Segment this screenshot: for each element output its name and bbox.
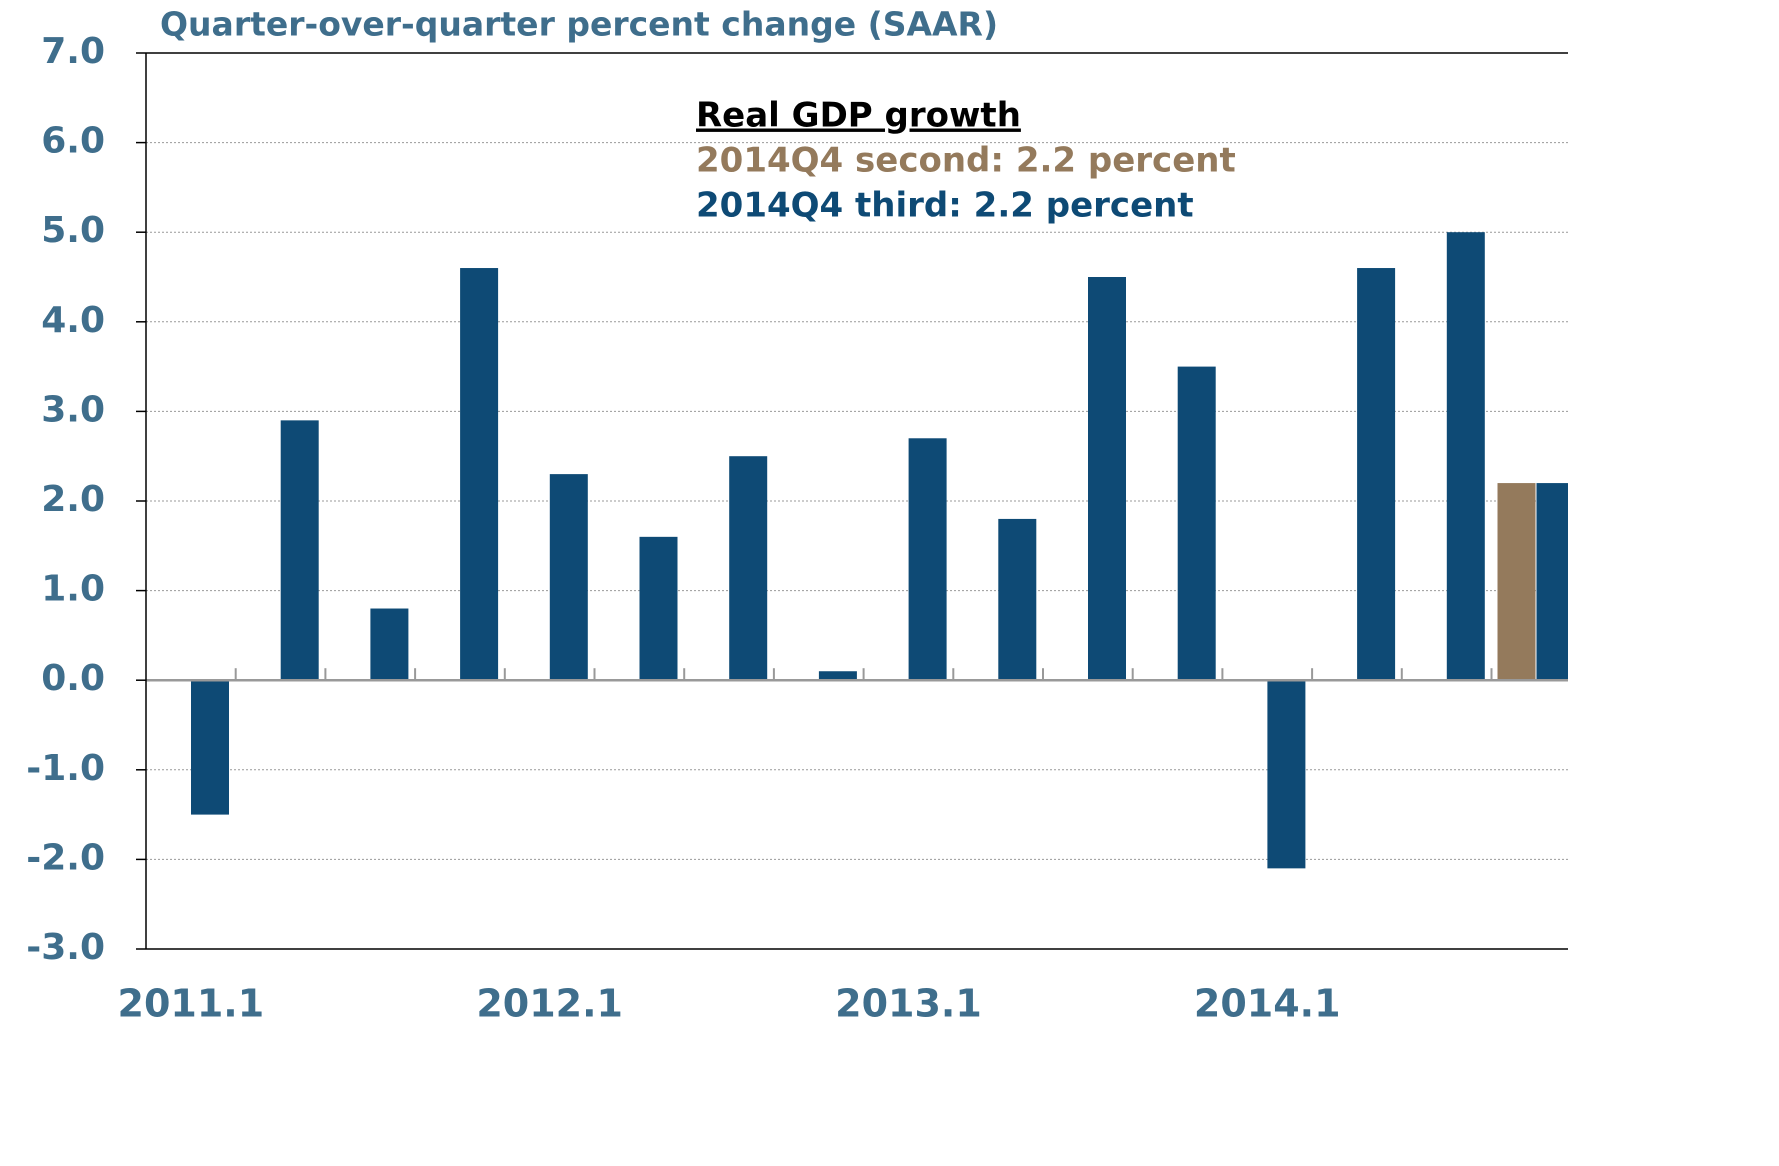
bar (729, 456, 768, 681)
x-tick-label: 2013.1 (835, 982, 982, 1026)
bar (639, 536, 678, 681)
y-tick-label: 6.0 (41, 121, 105, 162)
bar (1177, 366, 1216, 681)
x-tick-label: 2011.1 (118, 982, 265, 1026)
bar (549, 474, 588, 681)
bar (460, 268, 499, 681)
y-tick-label: 4.0 (41, 300, 105, 341)
y-tick-label: -3.0 (26, 927, 105, 968)
bar (998, 518, 1037, 681)
bar (908, 438, 947, 681)
bar (1536, 483, 1568, 681)
y-tick-label: 1.0 (41, 569, 105, 610)
bar (1088, 277, 1126, 681)
bar (818, 671, 857, 681)
bar (280, 420, 319, 681)
bar (1357, 268, 1396, 681)
bar (1446, 232, 1485, 681)
annotation-line: 2014Q4 second: 2.2 percent (696, 141, 1236, 181)
plot-area (146, 52, 1568, 950)
y-tick-label: 5.0 (41, 210, 105, 251)
x-tick-label: 2012.1 (476, 982, 623, 1026)
chart-title: Quarter-over-quarter percent change (SAA… (160, 5, 998, 44)
bar (370, 608, 409, 681)
y-tick-label: -1.0 (26, 748, 105, 789)
x-tick-label: 2014.1 (1194, 982, 1341, 1026)
bar (1497, 483, 1536, 681)
y-tick-label: 7.0 (41, 31, 105, 72)
y-tick-label: -2.0 (26, 837, 105, 878)
annotation-line: 2014Q4 third: 2.2 percent (696, 186, 1194, 226)
y-tick-label: 0.0 (41, 658, 105, 699)
bar (1267, 680, 1306, 869)
y-tick-label: 3.0 (41, 389, 105, 430)
annotation-title: Real GDP growth (696, 96, 1021, 136)
bar (191, 680, 229, 815)
y-tick-label: 2.0 (41, 479, 105, 520)
